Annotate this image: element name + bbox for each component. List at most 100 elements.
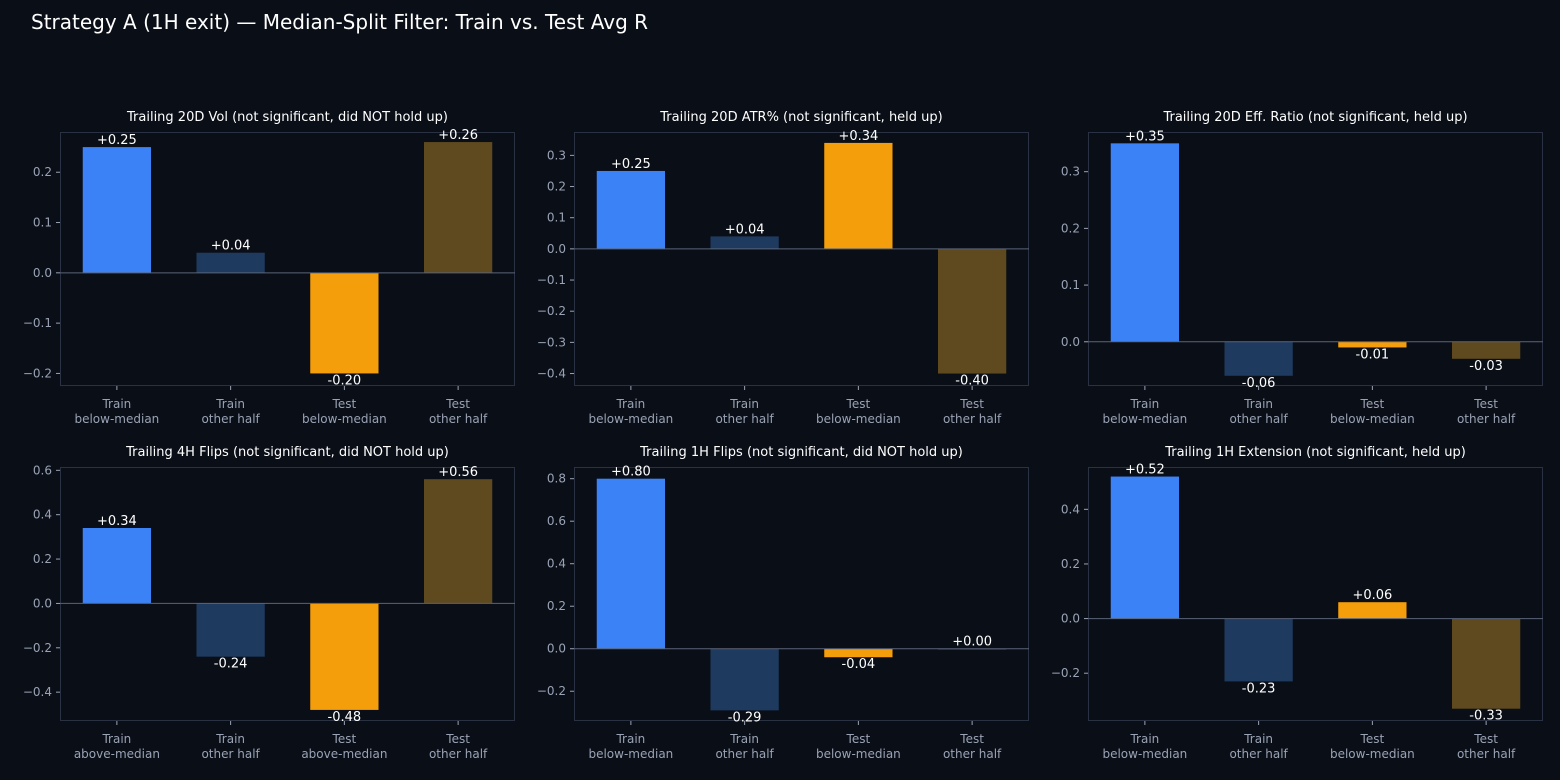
y-tick-label: 0.4 [1061,502,1080,516]
x-tick-label: Test [445,732,470,746]
axes-frame [1088,132,1543,386]
bar-value-label: +0.80 [611,465,651,480]
bar-value-label: +0.34 [838,129,878,144]
chart-panel: Trailing 4H Flips (not significant, did … [23,445,515,761]
x-tick-label: Train [615,397,645,411]
y-tick-label: 0.2 [33,552,52,566]
x-tick-label: other half [429,412,488,426]
axes-frame [574,132,1029,386]
bar [824,142,893,249]
y-tick-label: 0.2 [547,180,566,194]
y-tick-label: 0.1 [1061,278,1080,292]
bar-value-label: +0.04 [725,222,765,237]
y-tick-label: 0.0 [33,596,52,610]
y-tick-label: 0.0 [1061,335,1080,349]
x-tick-label: below-median [588,412,673,426]
bar-value-label: -0.06 [1242,376,1276,391]
bar-value-label: -0.03 [1469,359,1503,374]
y-tick-label: −0.2 [1051,666,1080,680]
bar-value-label: +0.56 [438,465,478,480]
bar-value-label: +0.26 [438,128,478,143]
x-tick-label: Train [1129,397,1159,411]
y-tick-label: 0.2 [1061,221,1080,235]
x-tick-label: Test [959,397,984,411]
y-tick-label: 0.4 [547,557,566,571]
x-tick-label: below-median [816,412,901,426]
chart-title: Trailing 20D Vol (not significant, did N… [126,110,448,125]
bar-value-label: -0.04 [842,657,876,672]
bar-value-label: +0.52 [1125,463,1165,478]
bar [1338,602,1407,619]
x-tick-label: other half [943,412,1002,426]
y-tick-label: 0.0 [547,242,566,256]
x-tick-label: above-median [74,747,160,761]
x-tick-label: other half [1229,747,1288,761]
x-tick-label: other half [429,747,488,761]
y-tick-label: −0.1 [23,316,52,330]
chart-panel: Trailing 1H Extension (not significant, … [1051,445,1543,761]
x-tick-label: other half [943,747,1002,761]
chart-title: Trailing 20D Eff. Ratio (not significant… [1162,110,1467,125]
x-tick-label: Test [1360,732,1385,746]
x-tick-label: Test [959,732,984,746]
y-tick-label: −0.2 [23,641,52,655]
bar [424,479,493,604]
y-tick-label: −0.2 [23,366,52,380]
x-tick-label: below-median [816,747,901,761]
bar-value-label: -0.24 [214,657,248,672]
x-tick-label: below-median [1102,412,1187,426]
figure-title: Strategy A (1H exit) — Median-Split Filt… [31,10,649,34]
bar [1224,618,1293,682]
x-tick-label: Test [1360,397,1385,411]
y-tick-label: 0.3 [1061,165,1080,179]
y-tick-label: 0.1 [33,216,52,230]
bar [196,252,265,273]
x-tick-label: Train [1243,397,1273,411]
bar-value-label: +0.06 [1352,588,1392,603]
y-tick-label: 0.3 [547,148,566,162]
y-tick-label: 0.0 [1061,612,1080,626]
bar-value-label: -0.40 [955,374,989,389]
bar [1110,476,1179,619]
bar [82,528,151,604]
bar-value-label: -0.01 [1356,347,1390,362]
bar-value-label: +0.34 [97,514,137,529]
axes-frame [1088,467,1543,721]
bar [938,248,1007,374]
x-tick-label: above-median [301,747,387,761]
chart-title: Trailing 1H Extension (not significant, … [1164,445,1466,460]
x-tick-label: other half [1457,747,1516,761]
bar [196,603,265,657]
y-tick-label: 0.0 [33,266,52,280]
x-tick-label: Test [846,732,871,746]
x-tick-label: other half [1457,412,1516,426]
bar-value-label: +0.25 [97,133,137,148]
bar [710,236,779,249]
bar [710,648,779,711]
bar-value-label: -0.48 [328,710,362,725]
x-tick-label: other half [1229,412,1288,426]
chart-title: Trailing 4H Flips (not significant, did … [125,445,449,460]
bar-value-label: +0.00 [952,635,992,650]
x-tick-label: other half [715,412,774,426]
bar-value-label: -0.23 [1242,681,1276,696]
y-tick-label: 0.8 [547,472,566,486]
x-tick-label: Train [215,397,245,411]
x-tick-label: below-median [1330,412,1415,426]
x-tick-label: Train [1243,732,1273,746]
x-tick-label: Train [729,732,759,746]
axes-frame [60,132,515,386]
chart-panel: Trailing 20D Eff. Ratio (not significant… [1061,110,1543,426]
x-tick-label: Train [101,732,131,746]
bar-value-label: +0.35 [1125,129,1165,144]
x-tick-label: Test [332,397,357,411]
x-tick-label: Train [1129,732,1159,746]
chart-panel: Trailing 20D ATR% (not significant, held… [537,110,1029,426]
x-tick-label: other half [715,747,774,761]
x-tick-label: Test [1473,397,1498,411]
bar [310,272,379,374]
bar-value-label: +0.25 [611,157,651,172]
y-tick-label: 0.0 [547,642,566,656]
bar [424,142,493,273]
